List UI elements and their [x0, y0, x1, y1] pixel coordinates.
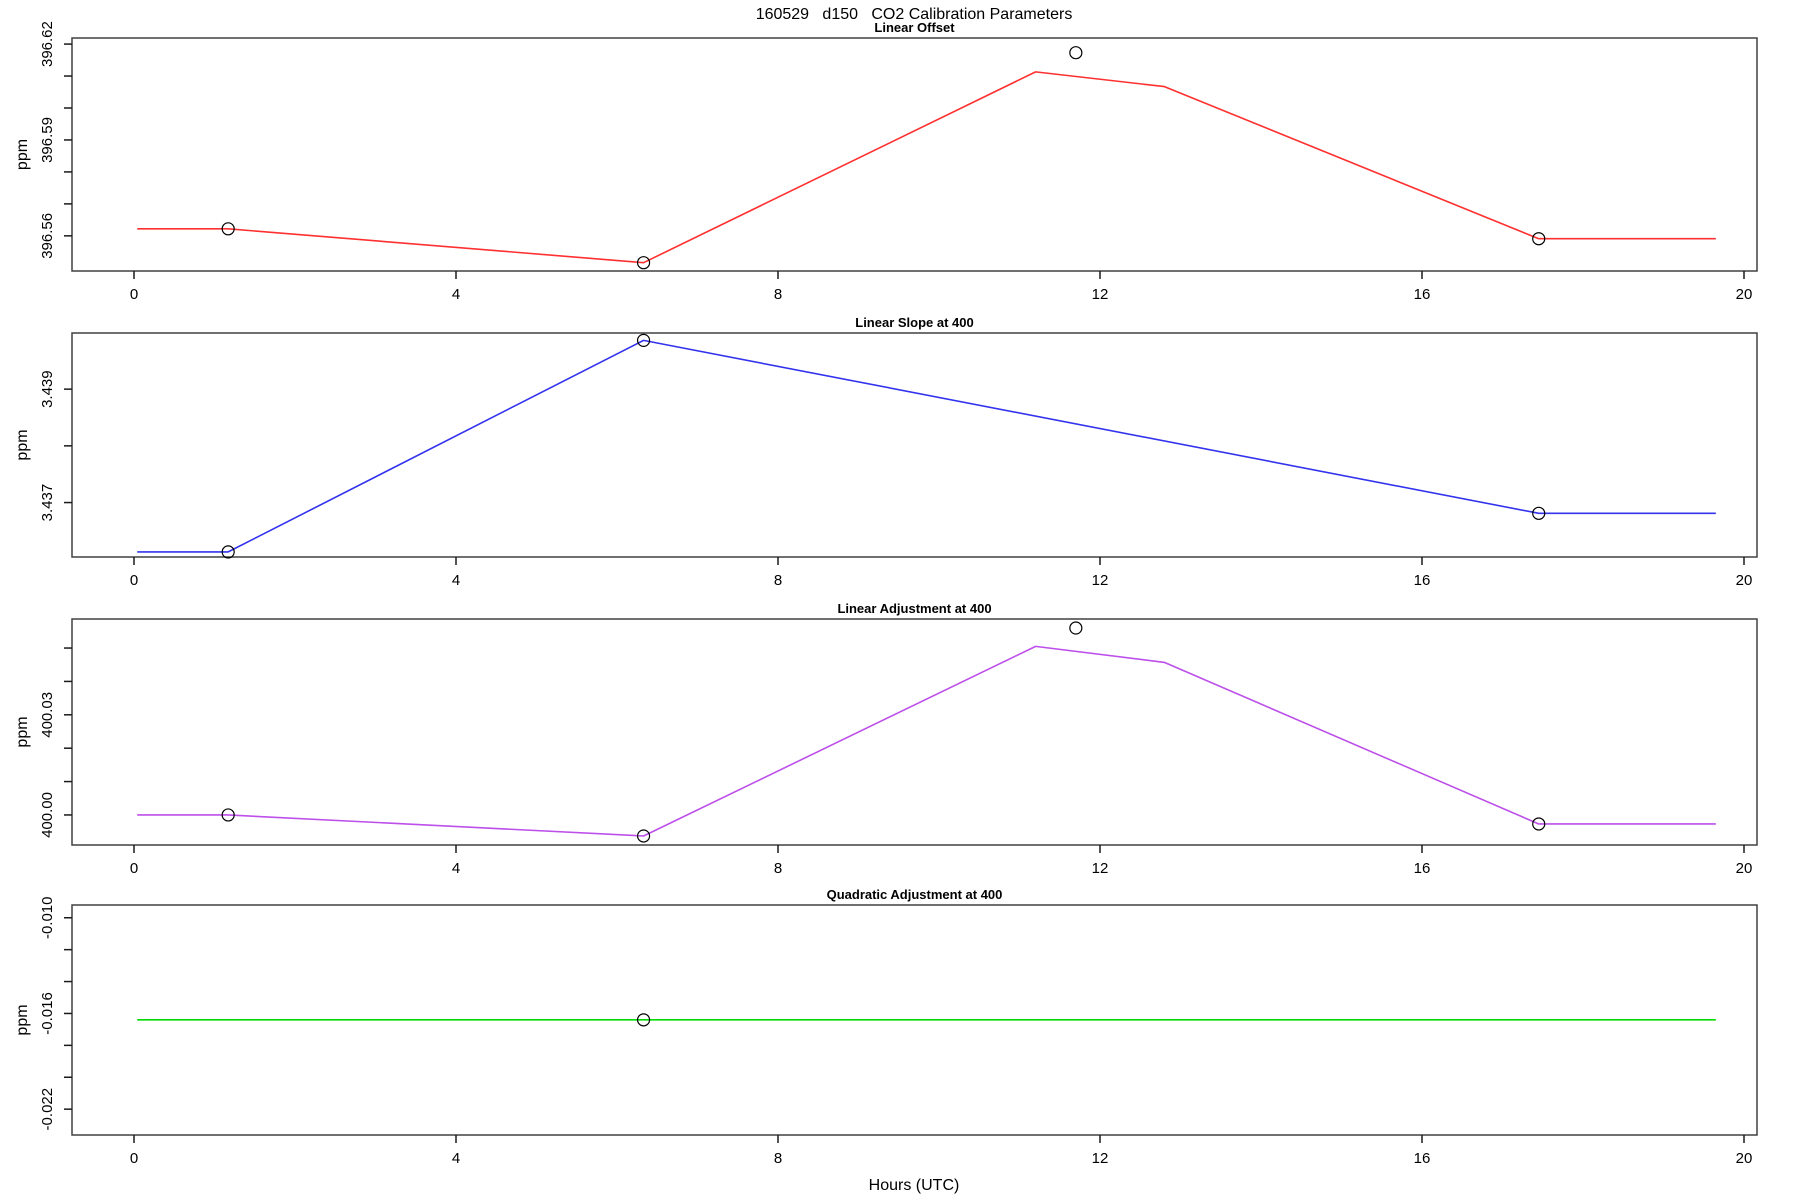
x-tick-label: 8 [774, 860, 782, 877]
data-point-circle [221, 545, 235, 559]
panel-4-quadratic-adjustment-at-400: Quadratic Adjustment at 400 0 4 8 12 16 20 -0.0… [14, 887, 1758, 1167]
x-tick-label: 4 [452, 286, 460, 303]
plot-border [71, 904, 1758, 1136]
series-line [137, 339, 1716, 553]
plot-border [71, 332, 1758, 558]
data-point-circle [1532, 506, 1546, 520]
data-point-circle [1069, 621, 1083, 635]
y-axis-title: ppm [14, 139, 31, 170]
y-axis-title: ppm [14, 716, 31, 747]
x-tick-label: 0 [130, 572, 138, 589]
panels-root: Linear Offset 0 4 8 12 16 20 396.56 396.59 396.62… [14, 20, 1758, 1167]
panel-3-linear-adjustment-at-400: Linear Adjustment at 400 0 4 8 12 16 20 400.00 4… [14, 601, 1758, 877]
y-tick-label: -0.016 [39, 992, 56, 1035]
y-tick-label: 396.59 [39, 117, 56, 163]
x-tick-label: 0 [130, 286, 138, 303]
x-tick-label: 16 [1414, 286, 1431, 303]
data-point-circle [636, 829, 651, 843]
x-tick-label: 16 [1414, 860, 1431, 877]
x-tick-label: 8 [774, 286, 782, 303]
data-point-circle [221, 222, 235, 236]
panel-title: Linear Adjustment at 400 [837, 601, 991, 616]
panel-1-linear-offset: Linear Offset 0 4 8 12 16 20 396.56 396.59 396.62… [14, 20, 1758, 303]
x-tick-label: 20 [1736, 1150, 1753, 1167]
x-tick-label: 20 [1736, 860, 1753, 877]
data-point-circle [1532, 817, 1546, 831]
x-tick-label: 12 [1092, 860, 1109, 877]
panel-title: Quadratic Adjustment at 400 [827, 887, 1003, 902]
x-tick-label: 20 [1736, 286, 1753, 303]
data-point-circle [221, 808, 235, 822]
y-tick-label: -0.022 [39, 1088, 56, 1131]
data-point-circle [636, 256, 651, 270]
y-tick-label: 396.56 [39, 213, 56, 259]
x-tick-label: 20 [1736, 572, 1753, 589]
y-axis-title: ppm [14, 1004, 31, 1035]
x-axis-title: Hours (UTC) [869, 1177, 960, 1194]
x-tick-label: 0 [130, 860, 138, 877]
y-tick-label: 3.439 [39, 370, 56, 408]
panel-2-linear-slope-at-400: Linear Slope at 400 0 4 8 12 16 20 3.437 3.439 pp… [14, 315, 1758, 589]
x-tick-label: 12 [1092, 1150, 1109, 1167]
x-tick-label: 4 [452, 860, 460, 877]
x-tick-label: 12 [1092, 286, 1109, 303]
y-tick-label: 400.00 [39, 792, 56, 838]
data-point-circle [1069, 46, 1083, 60]
x-tick-label: 8 [774, 1150, 782, 1167]
data-point-circle [636, 1013, 651, 1027]
y-tick-label: -0.010 [39, 896, 56, 939]
y-tick-label: 396.62 [39, 21, 56, 67]
x-tick-label: 4 [452, 1150, 460, 1167]
data-point-circle [636, 333, 651, 347]
x-tick-label: 16 [1414, 572, 1431, 589]
panel-title: Linear Offset [874, 20, 955, 35]
plot-border [71, 618, 1758, 846]
y-axis-title: ppm [14, 429, 31, 460]
y-tick-label: 3.437 [39, 484, 56, 522]
x-tick-label: 4 [452, 572, 460, 589]
x-tick-label: 8 [774, 572, 782, 589]
series-line [137, 71, 1716, 264]
figure-title: 160529 d150 CO2 Calibration Parameters [756, 6, 1073, 23]
data-point-circle [1532, 232, 1546, 246]
x-tick-label: 12 [1092, 572, 1109, 589]
series-line [137, 645, 1716, 837]
plot-border [71, 37, 1758, 272]
panel-title: Linear Slope at 400 [855, 315, 974, 330]
y-tick-label: 400.03 [39, 692, 56, 738]
x-tick-label: 0 [130, 1150, 138, 1167]
x-tick-label: 16 [1414, 1150, 1431, 1167]
